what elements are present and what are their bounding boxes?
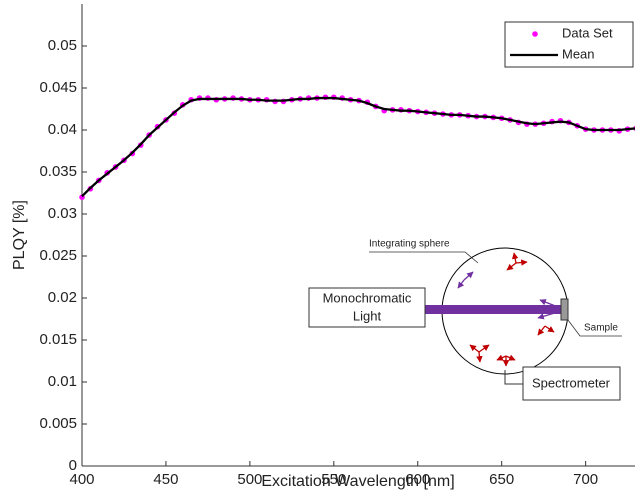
x-axis-label: Excitation Wavelength [nm] <box>261 473 454 490</box>
scatter-arrows <box>469 252 555 367</box>
x-tick-label: 550 <box>321 471 346 488</box>
x-tick-label: 400 <box>69 471 94 488</box>
y-tick-label: 0.03 <box>48 205 77 222</box>
connector <box>567 319 622 337</box>
sphere-label: Integrating sphere <box>369 239 450 250</box>
mean-line <box>81 96 635 198</box>
source-box <box>308 287 426 328</box>
legend-box <box>504 21 634 68</box>
reflect-arrows <box>457 271 559 320</box>
y-tick-label: 0.01 <box>48 373 77 390</box>
plot-area: 0 0.005 0.01 0.015 0.02 0.025 0.03 0.035 0.04 0.0… <box>39 4 635 488</box>
x-tick-label: 700 <box>573 471 598 488</box>
y-tick-label: 0.035 <box>39 163 77 180</box>
x-tick-label: 650 <box>489 471 514 488</box>
beam <box>425 305 562 314</box>
source-label: Light <box>353 308 382 323</box>
y-axis-label: PLQY [%] <box>11 200 28 270</box>
legend-label: Mean <box>562 46 595 61</box>
sample <box>560 298 569 321</box>
connector <box>504 370 523 385</box>
y-tick-label: 0.045 <box>39 79 77 96</box>
y-tick-label: 0 <box>69 457 77 474</box>
y-tick-label: 0.02 <box>48 289 77 306</box>
source-label: Monochromatic <box>323 290 412 305</box>
y-tick-label: 0.025 <box>39 247 77 264</box>
connector <box>369 251 479 264</box>
y-tick-label: 0.04 <box>48 121 77 138</box>
x-tick-label: 450 <box>153 471 178 488</box>
inset-diagram: Monochromatic Light Spectrometer Integra… <box>308 239 622 401</box>
legend-marker <box>532 31 538 37</box>
detector-label: Spectrometer <box>532 375 611 390</box>
legend: Data Set Mean <box>504 21 634 68</box>
y-tick-label: 0.05 <box>48 37 77 54</box>
legend-label: Data Set <box>562 25 613 40</box>
y-tick-label: 0.015 <box>39 331 77 348</box>
x-tick-label: 500 <box>237 471 262 488</box>
y-tick-label: 0.005 <box>39 415 77 432</box>
sample-label: Sample <box>584 323 618 334</box>
x-tick-label: 600 <box>405 471 430 488</box>
